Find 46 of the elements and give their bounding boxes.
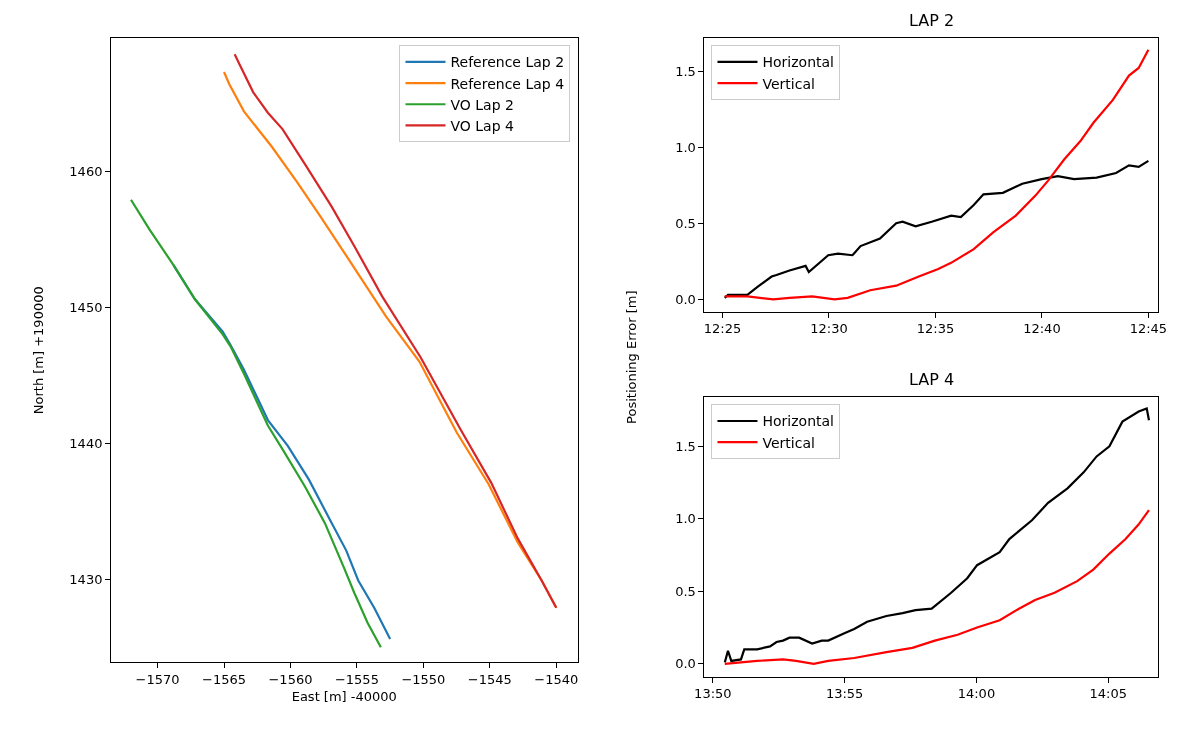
x-tick-label: −1565 — [202, 671, 246, 687]
y-axis-title: Positioning Error [m] — [624, 290, 640, 424]
y-tick-label: 1440 — [69, 435, 103, 451]
x-tick-label: 13:55 — [825, 686, 864, 702]
x-tick-label: −1560 — [268, 671, 313, 687]
y-tick-label: 1.0 — [675, 511, 696, 527]
chart-title: LAP 2 — [909, 11, 955, 30]
legend-label: Reference Lap 2 — [450, 54, 565, 71]
legend-label: Reference Lap 4 — [450, 75, 565, 92]
legend-label: Horizontal — [762, 54, 834, 71]
x-tick-label: −1570 — [135, 671, 180, 687]
x-tick-label: −1545 — [467, 671, 512, 687]
y-tick-label: 1430 — [69, 571, 103, 587]
x-tick-label: 12:25 — [703, 321, 742, 337]
x-tick-label: 12:30 — [810, 321, 848, 337]
x-tick-label: 12:35 — [916, 321, 955, 337]
y-tick-label: 1460 — [69, 163, 103, 179]
y-tick-label: 0.5 — [675, 215, 696, 231]
y-tick-label: 1.5 — [675, 63, 696, 79]
y-tick-label: 1450 — [69, 299, 103, 315]
line-series — [723, 508, 1151, 665]
x-tick-label: −1550 — [401, 671, 446, 687]
x-tick-label: 13:50 — [694, 686, 732, 702]
chart-title: LAP 4 — [909, 370, 955, 389]
y-axis-title: North [m] +190000 — [31, 286, 47, 415]
y-tick-label: 0.0 — [675, 291, 696, 307]
x-tick-label: 14:05 — [1089, 686, 1127, 702]
x-tick-label: 14:00 — [957, 686, 996, 702]
x-tick-label: 12:45 — [1129, 321, 1168, 337]
legend-label: Horizontal — [762, 413, 834, 430]
line-series — [723, 159, 1150, 299]
legend-label: Vertical — [762, 75, 815, 92]
line-series — [129, 198, 382, 649]
x-axis-title: East [m] -40000 — [291, 689, 397, 705]
line-series — [723, 407, 1151, 664]
y-tick-label: 0.5 — [675, 583, 696, 599]
y-tick-label: 0.0 — [675, 656, 696, 672]
x-tick-label: 12:40 — [1023, 321, 1061, 337]
y-tick-label: 1.0 — [675, 139, 696, 155]
legend-label: VO Lap 4 — [450, 117, 514, 134]
x-tick-label: −1540 — [534, 671, 579, 687]
x-tick-label: −1555 — [334, 671, 379, 687]
legend-label: VO Lap 2 — [450, 96, 514, 113]
legend-label: Vertical — [762, 434, 815, 451]
y-tick-label: 1.5 — [675, 438, 696, 454]
line-series — [723, 48, 1150, 301]
